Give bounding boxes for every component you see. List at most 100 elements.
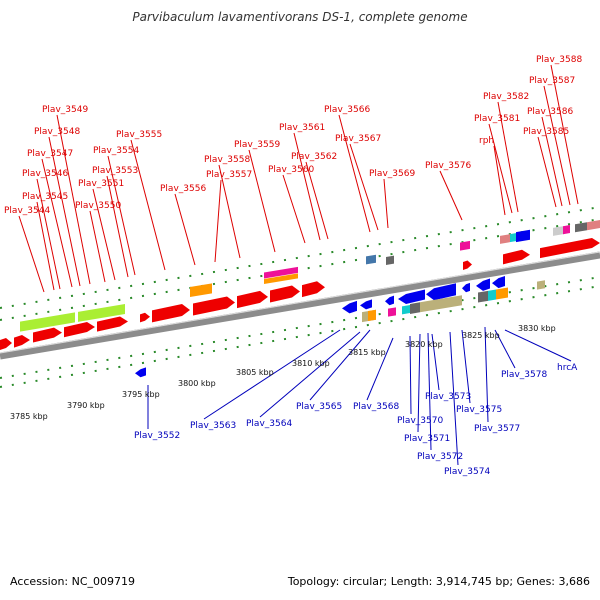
forward-gene-label[interactable]: Plav_3556	[160, 184, 206, 194]
gene-fwd[interactable]	[460, 240, 470, 251]
gene-fwd[interactable]	[500, 234, 510, 244]
reverse-gene-label[interactable]: Plav_3572	[417, 452, 463, 462]
forward-gene-label[interactable]: Plav_3586	[527, 107, 573, 117]
gene-fwd[interactable]	[503, 249, 530, 265]
gene-label-leader	[106, 175, 129, 278]
forward-gene-label[interactable]: Plav_3576	[425, 161, 471, 171]
reverse-gene-label[interactable]: Plav_3578	[501, 370, 547, 380]
gene-fwd[interactable]	[270, 285, 300, 303]
forward-gene-label[interactable]: rph	[479, 136, 494, 146]
gene-label-leader	[439, 170, 463, 221]
reverse-gene-label[interactable]: Plav_3574	[444, 467, 490, 477]
gene-fwd[interactable]	[366, 254, 376, 265]
forward-gene-label[interactable]: Plav_3549	[42, 105, 88, 115]
gene-fwd[interactable]	[78, 303, 125, 322]
gene-fwd[interactable]	[33, 327, 62, 343]
kbp-scale-label: 3810 kbp	[292, 359, 330, 368]
gene-fwd[interactable]	[587, 220, 600, 231]
forward-gene-label[interactable]: Plav_3560	[268, 165, 314, 175]
forward-gene-label[interactable]: Plav_3547	[27, 149, 73, 159]
gene-rev[interactable]	[402, 304, 410, 315]
gene-rev[interactable]	[496, 287, 508, 300]
forward-gene-label[interactable]: Plav_3548	[34, 127, 80, 137]
gene-label-leader	[48, 136, 81, 287]
gene-fwd[interactable]	[563, 225, 570, 235]
forward-gene-label[interactable]: Plav_3585	[523, 127, 569, 137]
gene-rev[interactable]	[368, 309, 376, 322]
reverse-gene-label[interactable]: Plav_3573	[425, 392, 471, 402]
forward-gene-label[interactable]: Plav_3557	[206, 170, 252, 180]
gene-fwd[interactable]	[463, 260, 472, 271]
gene-label-leader	[214, 179, 222, 263]
forward-gene-label[interactable]: Plav_3550	[75, 201, 121, 211]
reverse-gene-label[interactable]: Plav_3568	[353, 402, 399, 412]
gene-fwd[interactable]	[140, 312, 150, 323]
gene-fwd[interactable]	[516, 229, 530, 243]
gene-rev[interactable]	[385, 295, 394, 306]
forward-gene-label[interactable]: Plav_3567	[335, 134, 381, 144]
gene-fwd[interactable]	[152, 304, 190, 323]
gene-rev[interactable]	[388, 307, 396, 317]
label-layer: Plav_3544Plav_3545Plav_3546Plav_3547Plav…	[4, 55, 582, 477]
reverse-gene-label[interactable]: Plav_3564	[246, 419, 292, 429]
gene-label-leader	[56, 114, 91, 285]
gene-rev[interactable]	[342, 300, 357, 314]
forward-gene-label[interactable]: Plav_3587	[529, 76, 575, 86]
gene-label-leader	[259, 331, 361, 418]
forward-gene-label[interactable]: Plav_3558	[204, 155, 250, 165]
gene-fwd[interactable]	[20, 312, 75, 332]
reverse-gene-label[interactable]: Plav_3571	[404, 434, 450, 444]
gene-fwd[interactable]	[97, 316, 128, 332]
gene-label-leader	[36, 178, 61, 290]
forward-gene-label[interactable]: Plav_3545	[22, 192, 68, 202]
gene-fwd[interactable]	[237, 290, 268, 309]
reverse-gene-label[interactable]: Plav_3552	[134, 431, 180, 441]
forward-gene-label[interactable]: Plav_3544	[4, 206, 50, 216]
gene-fwd[interactable]	[0, 337, 12, 350]
reverse-gene-label[interactable]: Plav_3570	[397, 416, 443, 426]
gene-rev[interactable]	[537, 280, 545, 290]
reverse-gene-label[interactable]: Plav_3577	[474, 424, 520, 434]
gene-fwd[interactable]	[14, 334, 30, 348]
reverse-gene-label[interactable]: Plav_3563	[190, 421, 236, 431]
gene-fwd[interactable]	[264, 266, 298, 279]
gene-fwd[interactable]	[64, 322, 95, 338]
gene-rev[interactable]	[492, 275, 505, 289]
gene-fwd[interactable]	[302, 281, 325, 298]
gene-fwd[interactable]	[264, 273, 298, 285]
gene-fwd[interactable]	[575, 222, 587, 233]
forward-gene-label[interactable]: Plav_3582	[483, 92, 529, 102]
gene-rev[interactable]	[462, 282, 470, 293]
gene-fwd[interactable]	[193, 296, 235, 316]
gene-rev[interactable]	[360, 299, 372, 310]
forward-gene-label[interactable]: Plav_3581	[474, 114, 520, 124]
gene-rev[interactable]	[398, 289, 425, 305]
gene-fwd[interactable]	[540, 238, 600, 259]
forward-gene-label[interactable]: Plav_3562	[291, 152, 337, 162]
forward-gene-label[interactable]: Plav_3588	[536, 55, 582, 65]
gene-fwd[interactable]	[553, 225, 565, 236]
forward-gene-label[interactable]: Plav_3553	[92, 166, 138, 176]
gene-rev[interactable]	[410, 302, 420, 314]
gene-label-leader	[248, 149, 276, 253]
gene-rev[interactable]	[476, 278, 490, 291]
forward-gene-label[interactable]: Plav_3561	[279, 123, 325, 133]
gene-layer	[0, 220, 600, 378]
gene-rev[interactable]	[488, 289, 496, 301]
forward-gene-label[interactable]: Plav_3569	[369, 169, 415, 179]
gene-rev[interactable]	[420, 295, 462, 313]
gene-rev[interactable]	[478, 290, 488, 303]
reverse-gene-label[interactable]: Plav_3565	[296, 402, 342, 412]
reverse-gene-label[interactable]: Plav_3575	[456, 405, 502, 415]
gene-rev[interactable]	[426, 283, 456, 301]
forward-gene-label[interactable]: Plav_3555	[116, 130, 162, 140]
forward-gene-label[interactable]: Plav_3566	[324, 105, 370, 115]
kbp-scale-label: 3805 kbp	[236, 368, 274, 377]
gene-rev[interactable]	[135, 367, 146, 378]
gene-fwd[interactable]	[190, 283, 212, 298]
gene-fwd[interactable]	[386, 255, 394, 266]
forward-gene-label[interactable]: Plav_3559	[234, 140, 280, 150]
forward-gene-label[interactable]: Plav_3551	[78, 179, 124, 189]
forward-gene-label[interactable]: Plav_3554	[93, 146, 139, 156]
reverse-gene-label[interactable]: hrcA	[557, 363, 578, 373]
